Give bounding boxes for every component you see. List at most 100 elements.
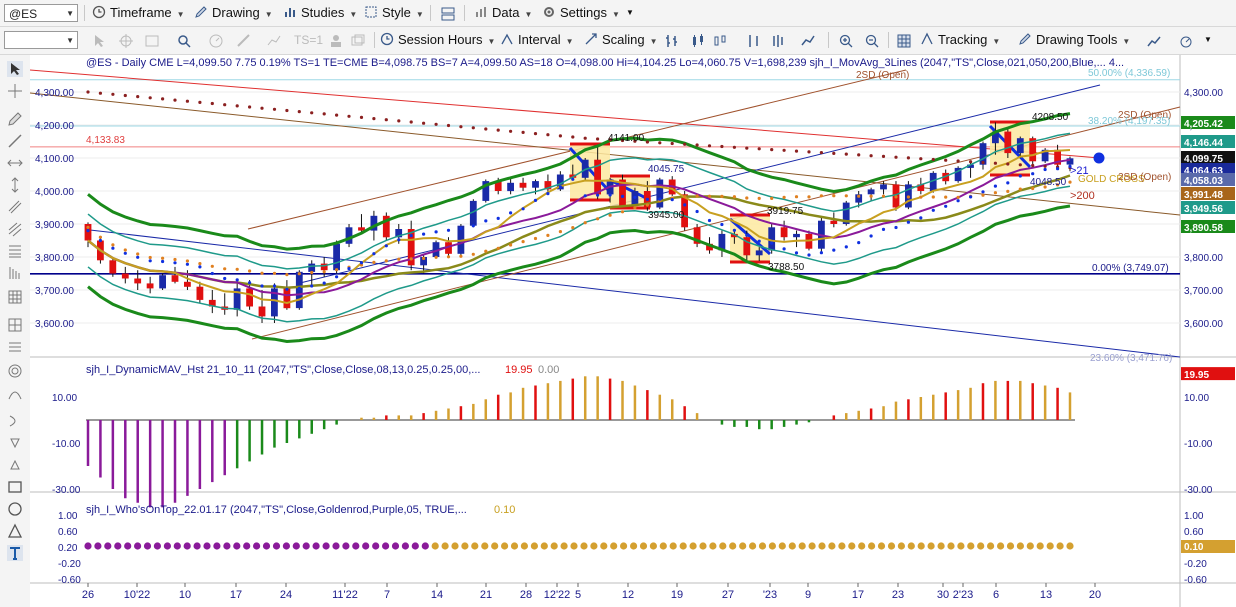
ma-21-dots (819, 251, 824, 255)
chart-add-icon[interactable] (1146, 33, 1162, 49)
settings-button[interactable]: Settings ▼ (542, 3, 620, 23)
candle-body (320, 263, 328, 271)
table-icon[interactable] (7, 289, 23, 305)
last-price-marker[interactable] (1093, 152, 1105, 164)
lines-icon[interactable] (7, 339, 23, 355)
arrow-up-icon[interactable] (7, 457, 23, 473)
spiral-icon[interactable] (7, 363, 23, 379)
ma-21-dots (459, 226, 463, 231)
horizontal-line-icon[interactable] (7, 155, 23, 171)
dots-tick-label-left: 0.60 (58, 527, 78, 538)
session-hours-button[interactable]: Session Hours ▼ (380, 30, 495, 50)
candle-body (469, 200, 477, 226)
layout-icon[interactable] (440, 6, 456, 22)
tracking-button[interactable]: Tracking ▼ (920, 30, 1000, 50)
ma-50-dots (981, 193, 985, 197)
candle-body (109, 260, 117, 274)
vertical-line-icon[interactable] (7, 177, 23, 193)
fib-retracement-icon[interactable] (7, 265, 23, 281)
drawing-tools-button[interactable]: Drawing Tools ▼ (1018, 30, 1130, 50)
ma-50-dots (857, 194, 861, 198)
ma-50-dots (161, 256, 165, 260)
timeframe-button[interactable]: Timeframe ▼ (92, 3, 185, 23)
fib-382-label: 38.20% (4,197.35) (1088, 116, 1170, 127)
dashboard-icon[interactable] (1178, 33, 1194, 49)
ma-21-dots (297, 286, 301, 290)
arrow-down-icon[interactable] (7, 435, 23, 451)
text-tool-icon[interactable] (7, 545, 23, 561)
grid-icon[interactable] (896, 33, 912, 49)
toolbar-overflow-icon[interactable]: ▼ (1204, 35, 1212, 44)
histogram-value: 19.95 (505, 364, 533, 376)
ma-21-dots (248, 281, 252, 285)
ma-50-dots (956, 195, 960, 199)
candle-body (159, 275, 166, 289)
ma-200-dots (770, 148, 774, 152)
candlestick-hollow-icon[interactable] (712, 33, 728, 49)
trendline-icon[interactable] (7, 133, 23, 149)
select-arrow-icon[interactable] (7, 61, 23, 77)
chart-area[interactable]: 4,300.004,300.004,200.004,200.004,100.00… (30, 55, 1236, 607)
zoom-in-icon[interactable] (838, 33, 854, 49)
regression-icon[interactable] (7, 221, 23, 237)
fibonacci-icon[interactable] (7, 243, 23, 259)
person-icon[interactable] (328, 33, 344, 49)
price-tag-label: 4,099.75 (1184, 154, 1223, 165)
line-chart-icon[interactable] (800, 33, 816, 49)
candlestick-icon[interactable] (690, 33, 706, 49)
candle-body (196, 286, 204, 300)
gauge-icon[interactable] (208, 33, 224, 49)
toolbar-overflow-icon[interactable]: ▼ (626, 8, 634, 17)
candle-body (619, 179, 626, 206)
chevron-down-icon[interactable]: ▼ (66, 9, 74, 18)
arc-icon[interactable] (7, 385, 23, 401)
curve-icon[interactable] (7, 413, 23, 429)
rectangle-icon[interactable] (7, 479, 23, 495)
channel-icon[interactable] (7, 199, 23, 215)
drawing-button[interactable]: Drawing ▼ (194, 3, 273, 23)
ma-50-dots (993, 191, 998, 195)
ma-50-dots (558, 230, 563, 234)
symbol-input[interactable]: @ES ▼ (4, 4, 78, 22)
ma-50-dots (148, 255, 152, 260)
data-button[interactable]: Data ▼ (474, 3, 532, 23)
time-tick-label: 23 (892, 589, 904, 601)
time-tick-label: 28 (520, 589, 532, 601)
grid-icon[interactable] (7, 317, 23, 333)
ohlc-icon[interactable] (746, 33, 762, 49)
ts1-icon[interactable]: TS=1 (294, 33, 324, 47)
hlc-icon[interactable] (770, 33, 786, 49)
ma-50-dots (123, 248, 127, 252)
ma-200-dots (297, 110, 301, 114)
ma-50-dots (707, 194, 712, 198)
triangle-icon[interactable] (7, 523, 23, 539)
ellipse-icon[interactable] (7, 501, 23, 517)
crosshair-icon[interactable] (7, 83, 23, 99)
drawing-tool-icon[interactable] (236, 33, 252, 49)
pencil-icon[interactable] (7, 111, 23, 127)
chart-lines-icon[interactable] (266, 33, 282, 49)
ma-50-dots (521, 240, 525, 244)
histogram-tick-label: 10.00 (1184, 393, 1209, 404)
dots-tick-label: 1.00 (1184, 511, 1204, 522)
interval-select[interactable]: ▼ (4, 31, 78, 49)
price-tick-label: 3,600.00 (1184, 319, 1223, 330)
window-icon[interactable] (144, 33, 160, 49)
studies-button[interactable]: Studies ▼ (283, 3, 357, 23)
bar-chart-icon[interactable] (664, 33, 680, 49)
scaling-button[interactable]: Scaling ▼ (584, 30, 658, 50)
layers-icon[interactable] (350, 33, 366, 49)
cursor-icon[interactable] (92, 33, 108, 49)
chevron-down-icon[interactable]: ▼ (66, 36, 74, 45)
style-button[interactable]: Style ▼ (364, 3, 424, 23)
ma-50-dots (1031, 186, 1035, 191)
interval-button[interactable]: Interval ▼ (500, 30, 574, 50)
ma-200-dots (931, 157, 935, 162)
who-on-top-dot (600, 542, 608, 550)
search-icon[interactable] (176, 33, 192, 49)
crosshair-icon[interactable] (118, 33, 134, 49)
ma-21-dots (583, 194, 587, 198)
time-tick-label: 21 (480, 589, 492, 601)
who-on-top-dot (828, 542, 836, 550)
zoom-out-icon[interactable] (864, 33, 880, 49)
